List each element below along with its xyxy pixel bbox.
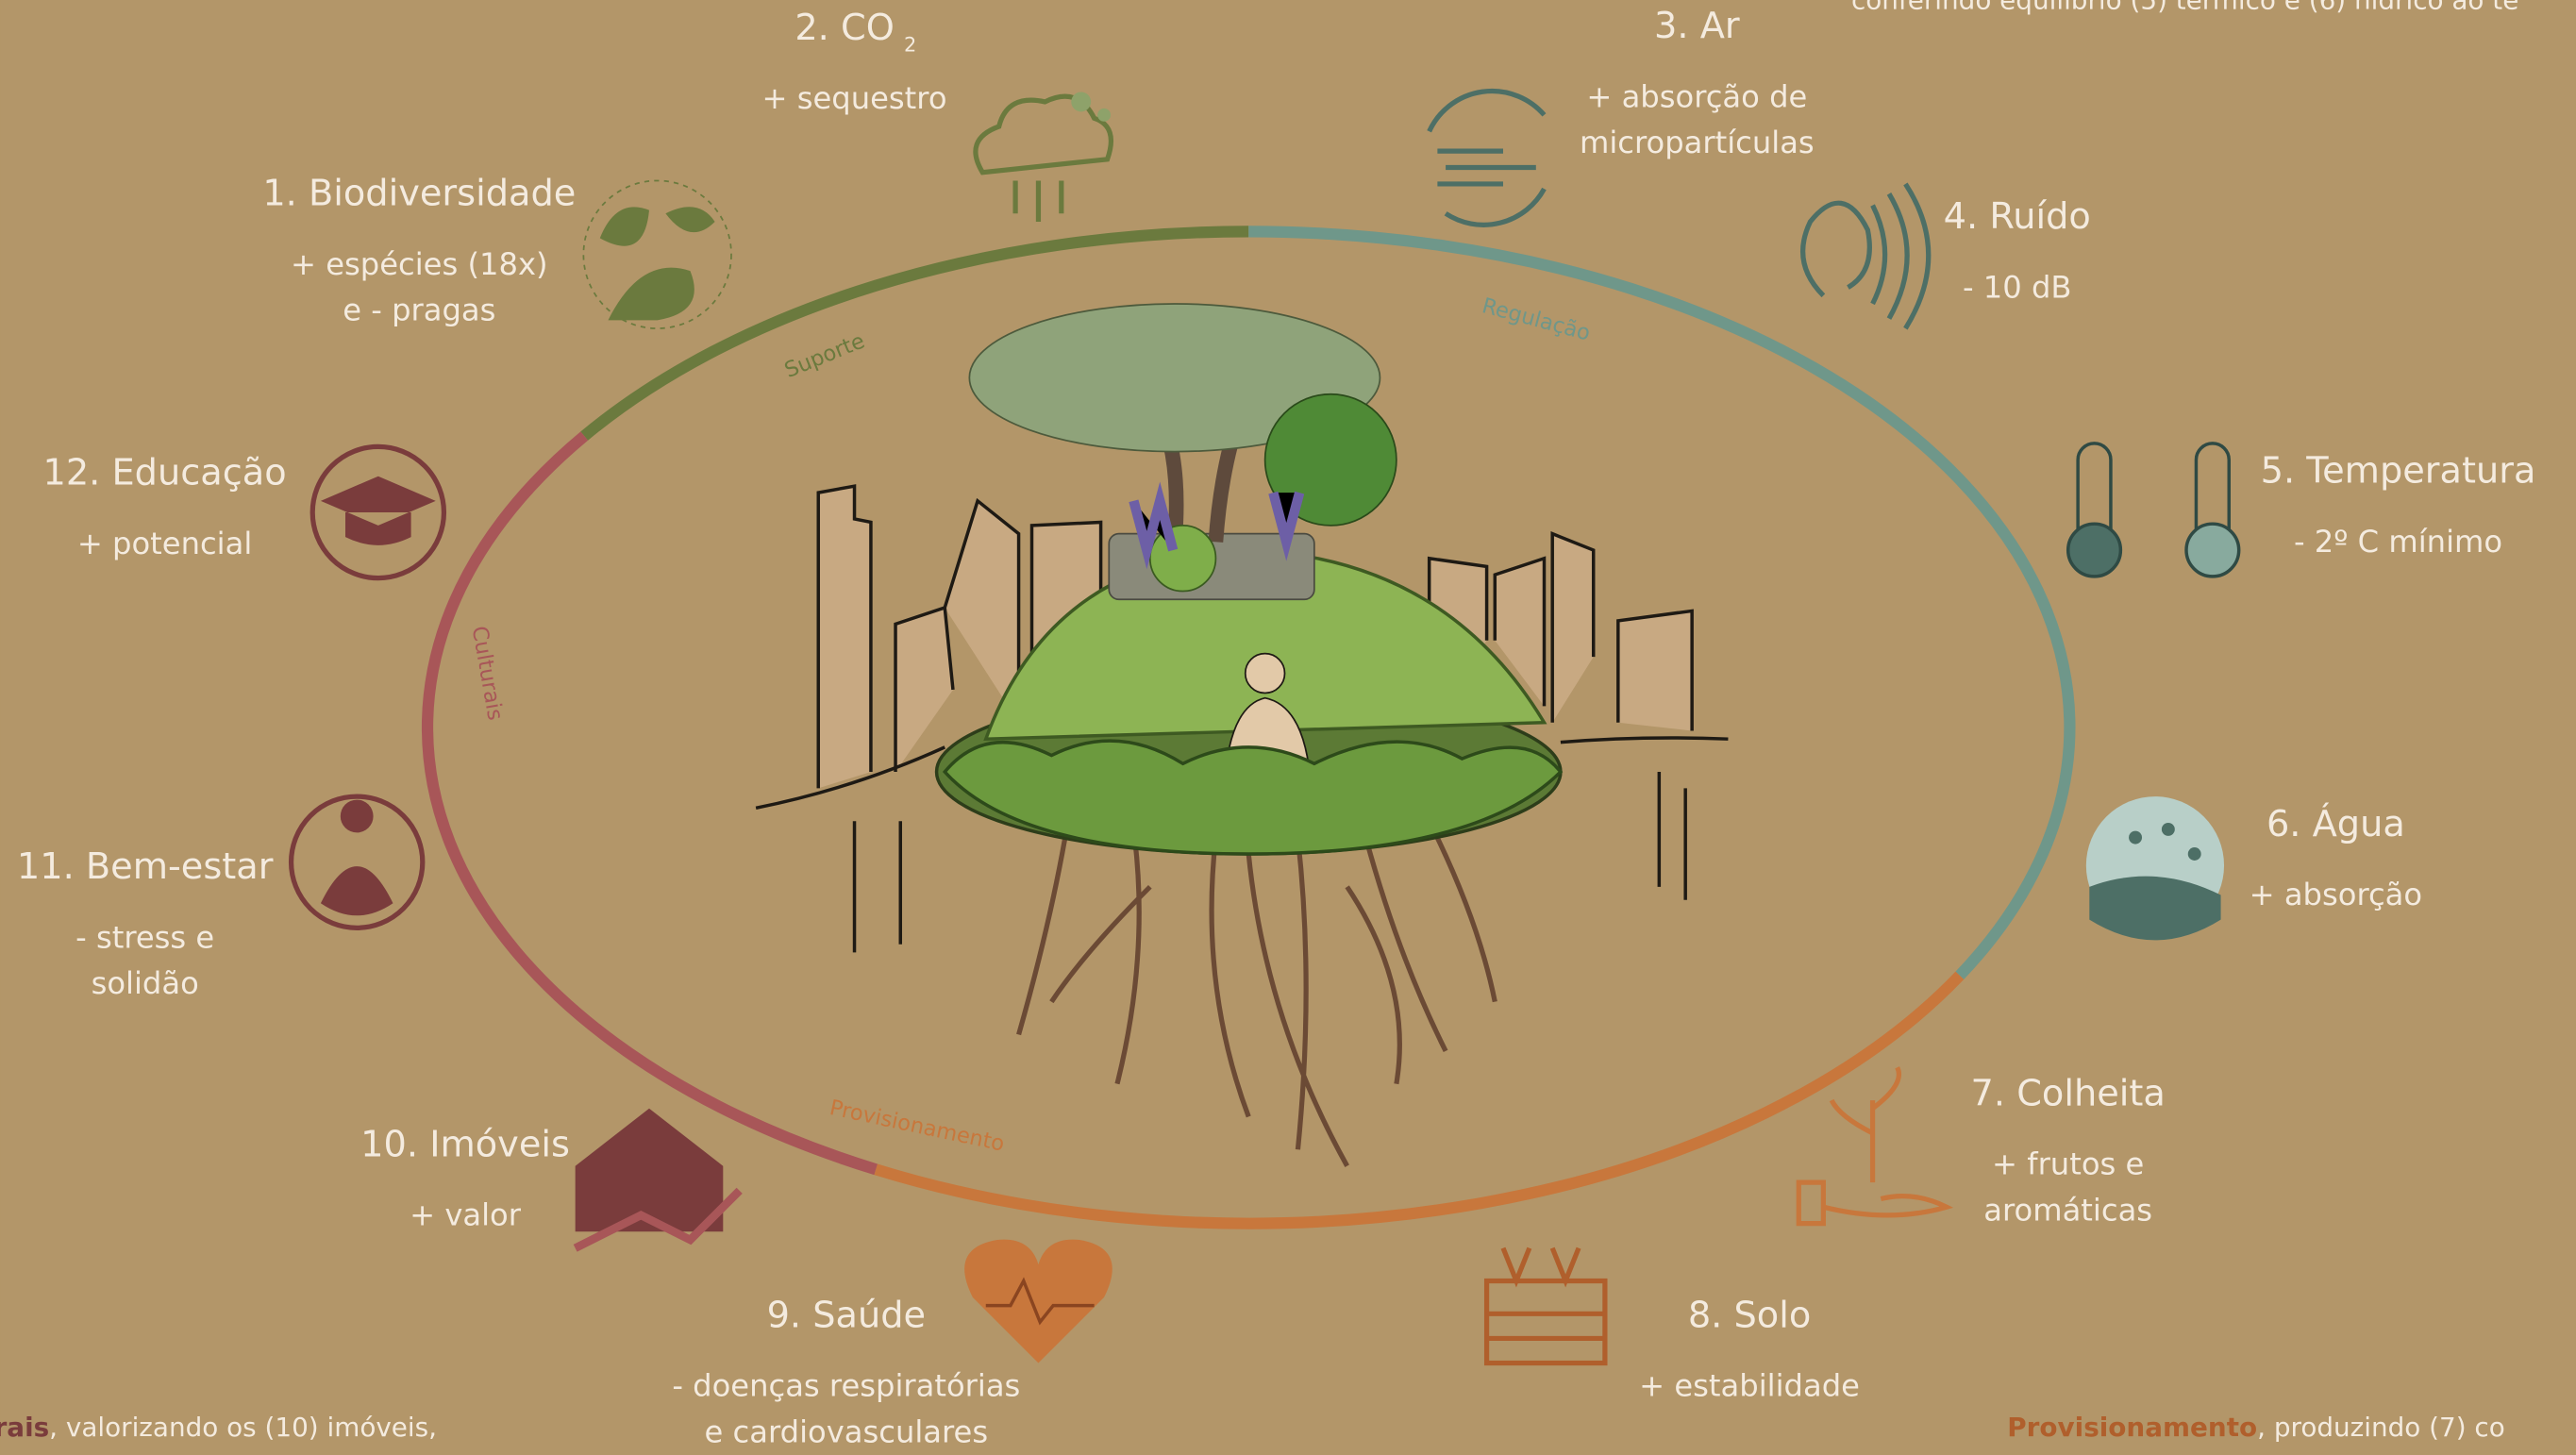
node-title: 7. Colheita bbox=[1971, 1072, 2166, 1114]
node-title: 2. CO bbox=[795, 7, 895, 49]
node-detail: solidão bbox=[92, 965, 199, 1001]
node-title: 12. Educação bbox=[42, 451, 286, 493]
node-detail: - stress e bbox=[75, 920, 214, 956]
node-detail: + sequestro bbox=[762, 80, 947, 116]
node-title: 11. Bem-estar bbox=[17, 845, 274, 888]
node-detail: + absorção bbox=[2250, 877, 2422, 912]
node-detail: e - pragas bbox=[343, 293, 495, 328]
corner-text: Provisionamento, produzindo (7) co bbox=[2007, 1412, 2504, 1443]
node-detail: + frutos e bbox=[1992, 1146, 2144, 1182]
node-detail: e cardiovasculares bbox=[705, 1413, 989, 1449]
node-detail: micropartículas bbox=[1580, 125, 1815, 160]
node-detail: + valor bbox=[410, 1197, 522, 1233]
node-detail: + estabilidade bbox=[1639, 1368, 1860, 1404]
node-title: 3. Ar bbox=[1654, 5, 1740, 47]
icon-water bbox=[2086, 796, 2224, 940]
node-title: 6. Água bbox=[2267, 801, 2405, 845]
node-detail: aromáticas bbox=[1983, 1192, 2152, 1228]
corner-bold: rais bbox=[0, 1412, 49, 1443]
corner-bold: Provisionamento bbox=[2007, 1412, 2257, 1443]
node-detail: - 2º C mínimo bbox=[2294, 524, 2502, 560]
node-detail: - 10 dB bbox=[1963, 269, 2072, 305]
node-title: 5. Temperatura bbox=[2261, 450, 2536, 493]
node-detail: + espécies (18x) bbox=[291, 246, 548, 282]
corner-rest: , valorizando os (10) imóveis, bbox=[49, 1412, 437, 1443]
node-title-subscript: 2 bbox=[904, 34, 916, 57]
node-title: 9. Saúde bbox=[767, 1294, 927, 1336]
node-title: 10. Imóveis bbox=[360, 1123, 570, 1165]
node-title: 1. Biodiversidade bbox=[262, 173, 576, 215]
corner-rest: , produzindo (7) co bbox=[2257, 1412, 2505, 1443]
corner-text: rais, valorizando os (10) imóveis, bbox=[0, 1412, 437, 1443]
node-detail: + absorção de bbox=[1586, 78, 1807, 114]
infographic: SuporteRegulaçãoProvisionamentoCulturais… bbox=[0, 0, 2576, 1455]
node-title: 8. Solo bbox=[1688, 1294, 1811, 1336]
node-detail: - doenças respiratórias bbox=[672, 1368, 1020, 1404]
page: {"cycle": [ {"label": "Suporte", "color"… bbox=[0, 0, 2576, 1455]
node-detail: + potencial bbox=[77, 526, 252, 561]
corner-text: conferindo equilíbrio (5) térmico e (6) … bbox=[1851, 0, 2518, 16]
node-title: 4. Ruído bbox=[1944, 195, 2091, 238]
